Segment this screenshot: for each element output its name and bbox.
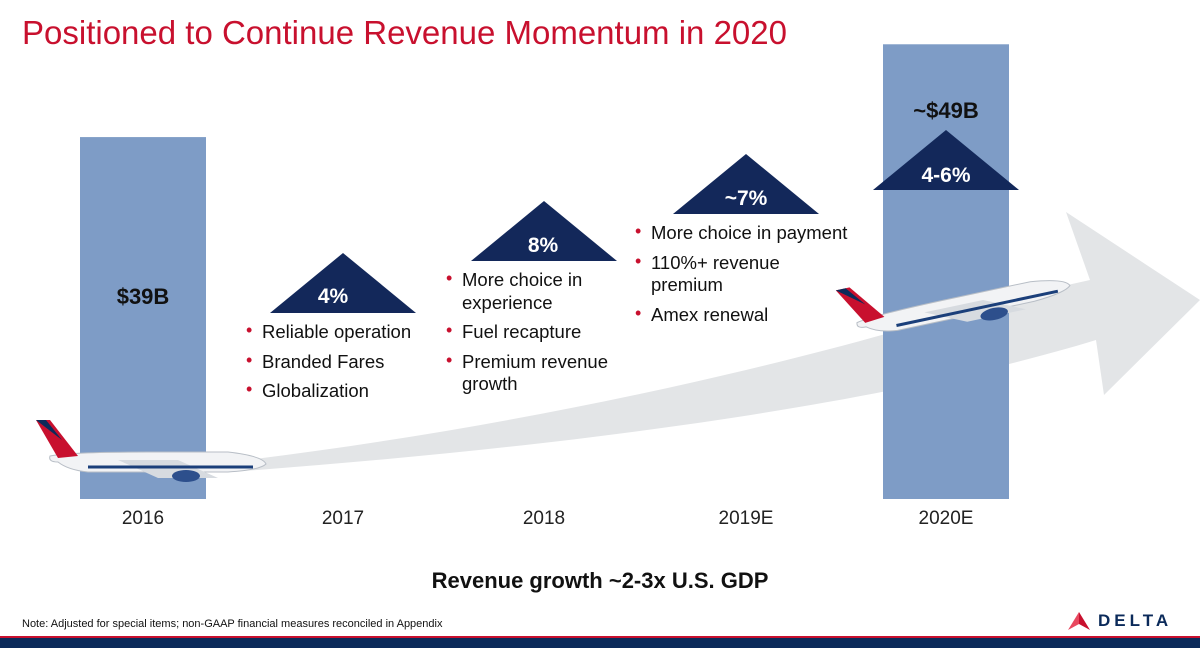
growth-triangle-2018 — [471, 201, 617, 261]
bar-2016 — [80, 137, 206, 499]
x-tick-2017: 2017 — [321, 508, 365, 529]
footnote: Note: Adjusted for special items; non-GA… — [22, 618, 443, 630]
driver-item: • More choice in experience — [446, 268, 583, 313]
delta-logo: DELTA — [1068, 611, 1172, 631]
growth-label-2020e: 4-6% — [921, 164, 971, 187]
driver-item: • Globalization — [246, 379, 369, 402]
airplane-icon — [36, 420, 267, 482]
delta-wordmark: DELTA — [1098, 611, 1173, 630]
page-title: Positioned to Continue Revenue Momentum … — [22, 14, 787, 51]
bar-2020e — [883, 44, 1009, 499]
growth-label-2018: 8% — [527, 234, 559, 257]
x-tick-2020e: 2020E — [918, 508, 974, 529]
x-tick-2016: 2016 — [121, 508, 165, 529]
drivers-2018: • More choice in experience • Fuel recaptu… — [446, 268, 631, 403]
growth-triangle-2020e — [873, 130, 1019, 190]
driver-item: • More choice in payment — [635, 221, 848, 243]
growth-label-2017: 4% — [317, 285, 349, 308]
x-tick-2019e: 2019E — [718, 508, 774, 529]
drivers-2017: • Reliable operation • Branded Fares • Glob… — [246, 320, 446, 410]
driver-item: • Fuel recapture — [446, 320, 582, 343]
driver-item: • 110%+ revenue premium — [635, 250, 780, 296]
delta-widget-icon — [1068, 612, 1090, 630]
bar-label-2020e: ~$49B — [913, 98, 979, 123]
drivers-2019e: • More choice in payment • 110%+ revenue p… — [635, 221, 875, 333]
driver-item: • Reliable operation — [246, 320, 412, 342]
driver-item: • Branded Fares — [246, 349, 385, 372]
airplane-icon — [835, 280, 1071, 332]
bar-label-2016: $39B — [116, 284, 170, 309]
growth-triangle-2017 — [270, 253, 416, 313]
revenue-growth-caption: Revenue growth ~2-3x U.S. GDP — [431, 568, 769, 593]
x-tick-2018: 2018 — [522, 508, 566, 529]
driver-item: • Premium revenue growth — [446, 349, 609, 395]
footer-navy-band — [0, 638, 1200, 648]
footer-red-rule — [0, 636, 1200, 638]
driver-item: • Amex renewal — [635, 302, 769, 325]
growth-label-2019e: ~7% — [724, 187, 768, 210]
growth-triangle-2019e — [673, 154, 819, 214]
